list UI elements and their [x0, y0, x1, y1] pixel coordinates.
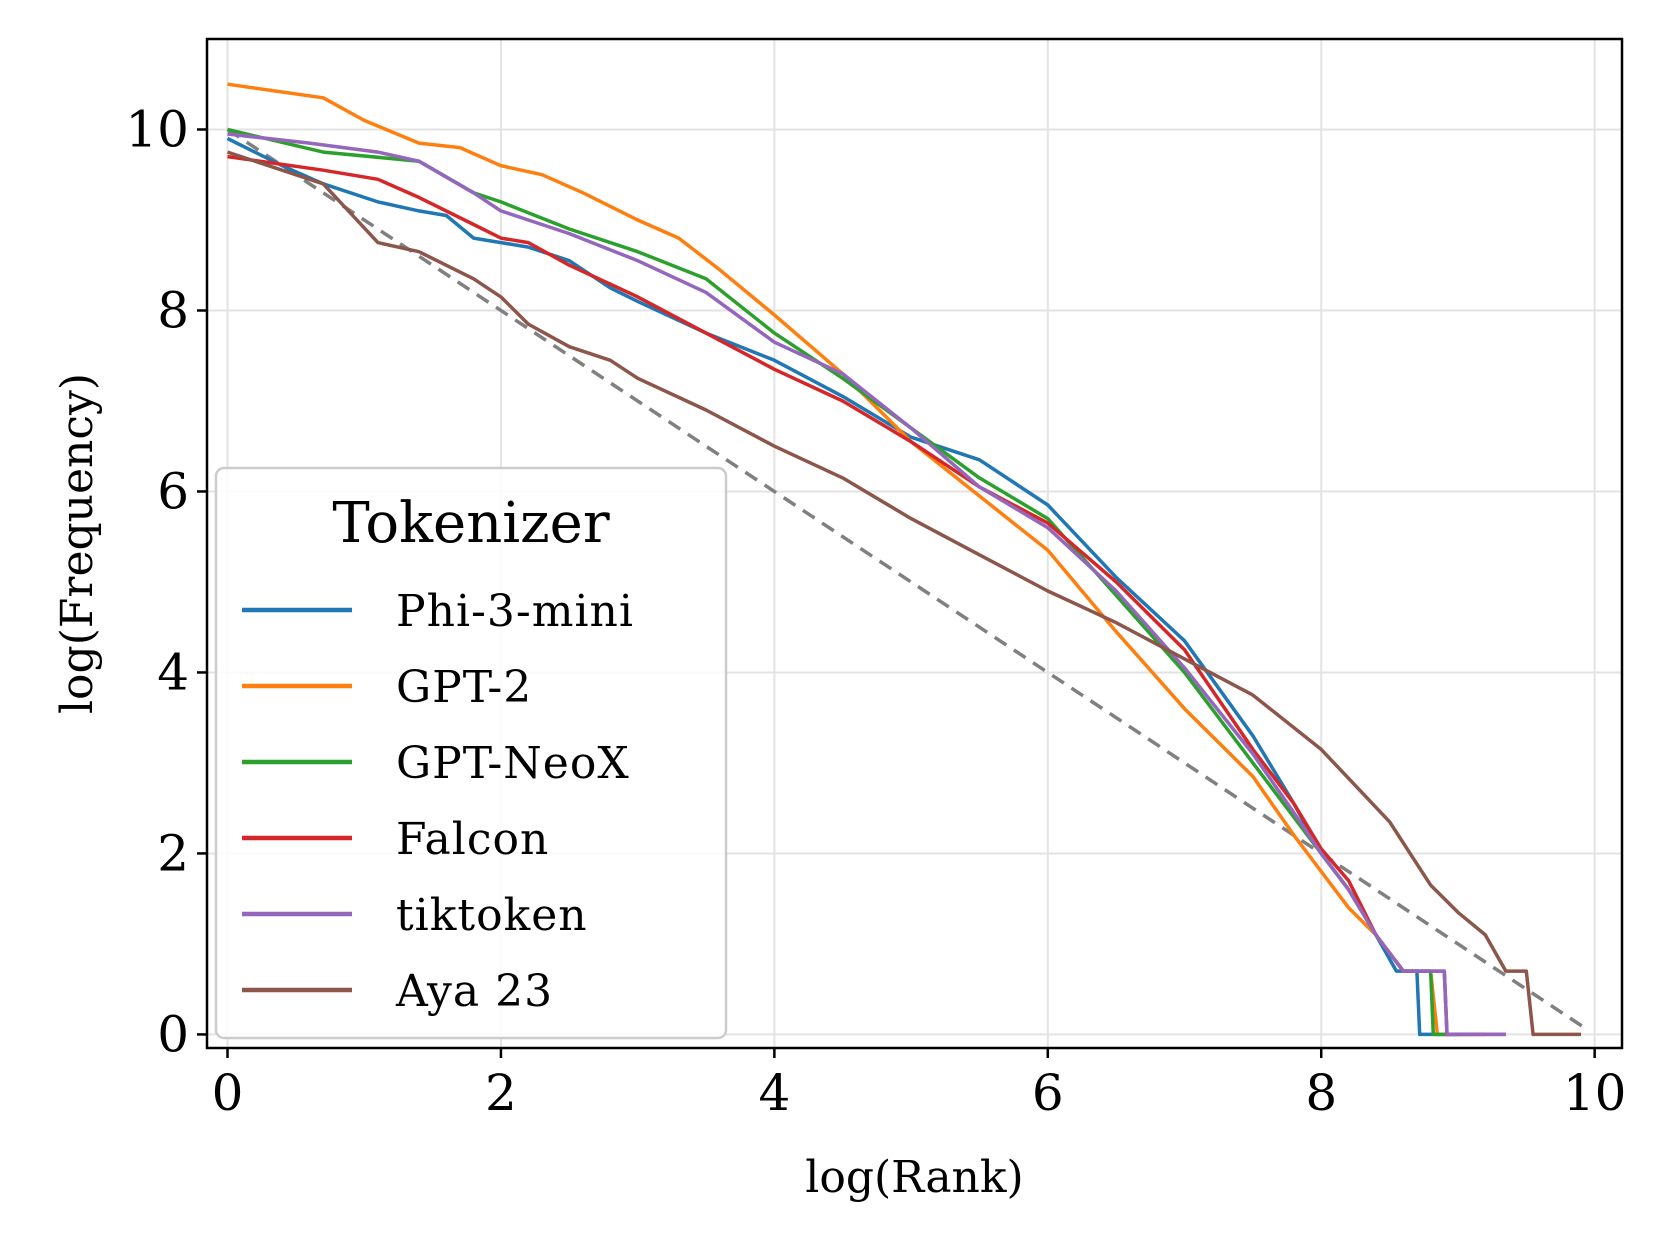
x-tick-label: 2: [485, 1064, 517, 1122]
legend-item: Phi-3-mini: [242, 586, 634, 637]
x-tick-label: 0: [212, 1064, 244, 1122]
legend-items: Phi-3-mini GPT-2 GPT-NeoX Falcon tiktoken Aya…: [242, 586, 634, 1017]
y-tick-label: 0: [157, 1005, 189, 1063]
x-tick-label: 6: [1032, 1064, 1064, 1122]
y-tick-label: 10: [125, 100, 189, 158]
y-tick-label: 2: [157, 824, 189, 882]
y-tick-label: 4: [157, 643, 189, 701]
series-line-aya-23: [226, 150, 1581, 1037]
x-tick-label: 4: [758, 1064, 790, 1122]
legend-label: GPT-NeoX: [396, 738, 630, 789]
legend-item: GPT-NeoX: [242, 738, 630, 789]
x-tick-label: 10: [1563, 1064, 1627, 1122]
x-axis-label: log(Rank): [805, 1152, 1023, 1203]
legend-item: GPT-2: [242, 662, 532, 713]
y-tick-label: 8: [157, 281, 189, 339]
legend: Tokenizer Phi-3-mini GPT-2 GPT-NeoX Falcon t…: [214, 466, 728, 1040]
plot-frame: [205, 37, 1624, 1050]
x-tick-label: 8: [1305, 1064, 1337, 1122]
reference-line-layer: [226, 128, 1589, 1032]
legend-label: Falcon: [396, 814, 549, 865]
legend-label: tiktoken: [396, 890, 588, 941]
legend-item: tiktoken: [242, 890, 588, 941]
ticks: 0 2 4 6 8 10 0 2 4 6 8 10: [125, 100, 1626, 1122]
series-line-tiktoken: [227, 132, 1506, 1037]
legend-item: Aya 23: [242, 966, 553, 1017]
legend-label: Aya 23: [395, 966, 553, 1017]
y-axis-label: log(Frequency): [52, 373, 103, 714]
legend-item: Falcon: [242, 814, 549, 865]
legend-label: GPT-2: [396, 662, 532, 713]
series-layer: [226, 82, 1581, 1037]
y-tick-label: 6: [157, 462, 189, 520]
reference-slope-line: [226, 128, 1589, 1032]
legend-title: Tokenizer: [332, 491, 609, 556]
legend-label: Phi-3-mini: [396, 586, 634, 637]
